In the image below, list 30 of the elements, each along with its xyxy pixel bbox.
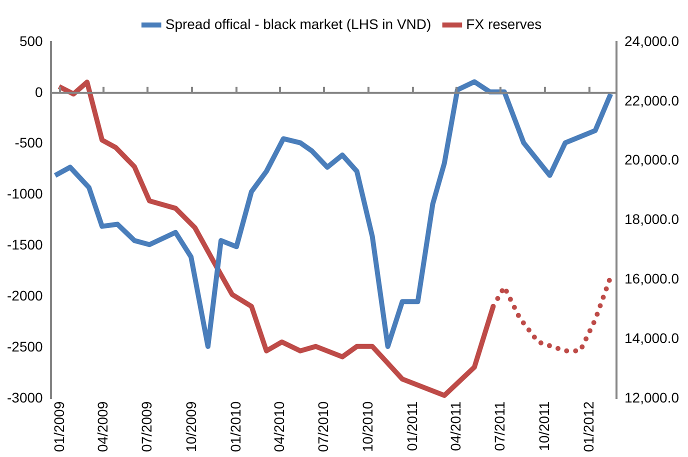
legend-label: FX reserves: [466, 16, 542, 32]
x-tick-label: 07/2009: [138, 401, 154, 452]
y-tick-label: -1500: [6, 236, 44, 253]
y2-tick-label: 16,000.0: [624, 270, 680, 286]
y-tick-label: 500: [19, 32, 44, 49]
x-tick-label: 07/2011: [491, 401, 508, 451]
y-tick-label: 0: [35, 84, 44, 100]
x-tick-label: 01/2010: [227, 401, 244, 452]
x-tick-label: 10/2009: [182, 401, 199, 452]
x-tick-label: 07/2010: [314, 401, 331, 452]
y-tick-label: -1000: [6, 186, 44, 202]
x-tick-label: 04/2010: [270, 401, 287, 452]
legend-label: Spread offical - black market (LHS in VND): [165, 16, 432, 32]
y2-tick-label: 22,000.0: [624, 92, 680, 108]
x-tick-label: 01/2012: [580, 401, 596, 452]
y-tick-label: -3000: [6, 389, 44, 406]
x-tick-label: 01/2009: [50, 401, 67, 452]
y-tick-label: -2500: [6, 338, 44, 354]
x-tick-label: 04/2011: [447, 401, 464, 451]
y2-tick-label: 18,000.0: [624, 211, 680, 228]
y2-tick-label: 12,000.0: [624, 389, 680, 406]
x-tick-label: 01/2011: [404, 401, 420, 451]
x-tick-label: 10/2011: [536, 401, 552, 451]
y-tick-label: -2000: [6, 287, 44, 304]
x-tick-label: 04/2009: [94, 401, 110, 452]
y2-tick-label: 14,000.0: [624, 330, 680, 346]
y-tick-label: -500: [14, 134, 44, 151]
x-tick-label: 10/2010: [359, 401, 376, 452]
y2-tick-label: 24,000.0: [624, 32, 680, 49]
y2-tick-label: 20,000.0: [624, 152, 680, 168]
